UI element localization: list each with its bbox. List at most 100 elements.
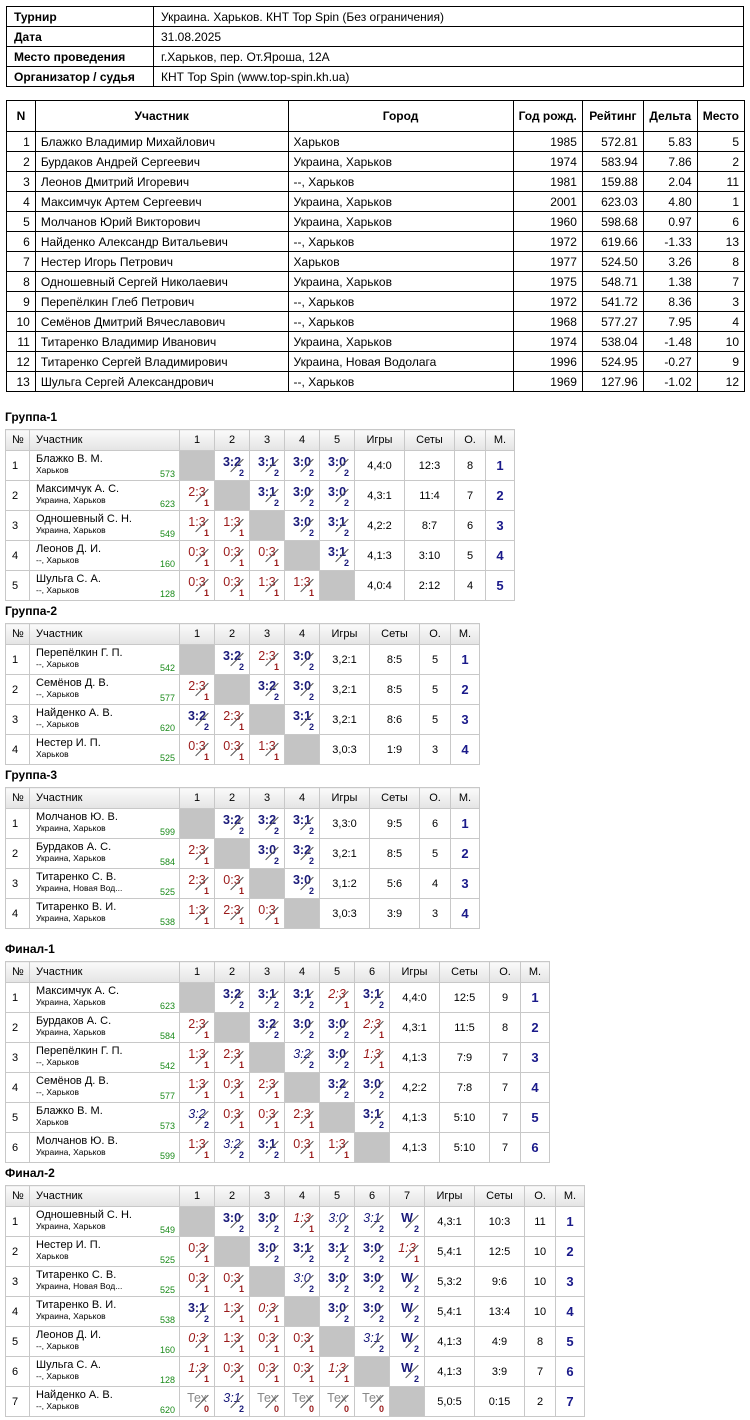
match-result-cell[interactable]: 1:3 1 bbox=[214, 1326, 250, 1357]
match-result-cell[interactable]: 3:2 2 bbox=[284, 838, 320, 869]
player-name[interactable]: Шульга С. А. bbox=[36, 1359, 101, 1371]
player-name[interactable]: Найденко А. В. bbox=[36, 707, 113, 719]
match-result-cell[interactable]: 3:0 2 bbox=[354, 1236, 390, 1267]
match-result-cell[interactable]: 2:3 1 bbox=[214, 704, 250, 735]
match-result-cell[interactable]: 3:1 2 bbox=[284, 704, 320, 735]
player-name[interactable]: Бурдаков А. С. bbox=[36, 841, 112, 853]
match-result-cell[interactable]: 3:2 2 bbox=[179, 704, 215, 735]
match-result-cell[interactable]: 3:0 2 bbox=[249, 1206, 285, 1237]
match-result-cell[interactable]: 3:2 2 bbox=[214, 808, 250, 839]
player-name[interactable]: Одношевный С. Н. bbox=[36, 1209, 132, 1221]
match-result-cell[interactable]: 2:3 1 bbox=[179, 838, 215, 869]
player-name[interactable]: Титаренко С. В. bbox=[36, 871, 117, 883]
match-result-cell[interactable]: 1:3 1 bbox=[214, 1296, 250, 1327]
match-result-cell[interactable]: 3:0 2 bbox=[284, 868, 320, 899]
match-result-cell[interactable]: 1:3 1 bbox=[249, 570, 285, 601]
match-result-cell[interactable]: 3:0 2 bbox=[284, 1012, 320, 1043]
match-result-cell[interactable]: 3:0 2 bbox=[284, 674, 320, 705]
match-result-cell[interactable]: 3:0 2 bbox=[319, 1296, 355, 1327]
match-result-cell[interactable]: 3:0 2 bbox=[284, 1266, 320, 1297]
match-result-cell[interactable]: 3:0 2 bbox=[284, 510, 320, 541]
match-result-cell[interactable]: 3:0 2 bbox=[354, 1266, 390, 1297]
match-result-cell[interactable]: 3:0 2 bbox=[284, 644, 320, 675]
match-result-cell[interactable]: 3:0 2 bbox=[319, 1012, 355, 1043]
match-result-cell[interactable]: Тех 0 bbox=[284, 1386, 320, 1417]
player-name[interactable]: Блажко В. М. bbox=[36, 453, 103, 465]
match-result-cell[interactable]: Тех 0 bbox=[179, 1386, 215, 1417]
match-result-cell[interactable]: 2:3 1 bbox=[179, 1012, 215, 1043]
match-result-cell[interactable]: 2:3 1 bbox=[354, 1012, 390, 1043]
match-result-cell[interactable]: 3:0 2 bbox=[319, 1206, 355, 1237]
match-result-cell[interactable]: 3:1 2 bbox=[179, 1296, 215, 1327]
match-result-cell[interactable]: 2:3 1 bbox=[179, 868, 215, 899]
player-name[interactable]: Титаренко В. И. bbox=[36, 1299, 117, 1311]
match-result-cell[interactable]: 3:1 2 bbox=[284, 982, 320, 1013]
match-result-cell[interactable]: 0:3 1 bbox=[214, 570, 250, 601]
match-result-cell[interactable]: 3:1 2 bbox=[249, 1132, 285, 1163]
match-result-cell[interactable]: 2:3 1 bbox=[179, 480, 215, 511]
player-name[interactable]: Семёнов Д. В. bbox=[36, 1075, 109, 1087]
match-result-cell[interactable]: 2:3 1 bbox=[179, 674, 215, 705]
player-name[interactable]: Перепёлкин Г. П. bbox=[36, 647, 123, 659]
match-result-cell[interactable]: 1:3 1 bbox=[179, 1072, 215, 1103]
match-result-cell[interactable]: 0:3 1 bbox=[284, 1356, 320, 1387]
match-result-cell[interactable]: 0:3 1 bbox=[284, 1326, 320, 1357]
match-result-cell[interactable]: 0:3 1 bbox=[249, 1356, 285, 1387]
match-result-cell[interactable]: 1:3 1 bbox=[354, 1042, 390, 1073]
player-name[interactable]: Леонов Д. И. bbox=[36, 1329, 102, 1341]
match-result-cell[interactable]: 0:3 1 bbox=[179, 1236, 215, 1267]
match-result-cell[interactable]: 3:1 2 bbox=[354, 1326, 390, 1357]
match-result-cell[interactable]: 3:1 2 bbox=[284, 1236, 320, 1267]
match-result-cell[interactable]: 2:3 1 bbox=[214, 1042, 250, 1073]
player-name[interactable]: Молчанов Ю. В. bbox=[36, 811, 118, 823]
match-result-cell[interactable]: 1:3 1 bbox=[319, 1132, 355, 1163]
match-result-cell[interactable]: 3:1 2 bbox=[214, 1386, 250, 1417]
player-name[interactable]: Бурдаков А. С. bbox=[36, 1015, 112, 1027]
match-result-cell[interactable]: 3:2 2 bbox=[249, 1012, 285, 1043]
match-result-cell[interactable]: 0:3 1 bbox=[214, 1072, 250, 1103]
match-result-cell[interactable]: 1:3 1 bbox=[214, 510, 250, 541]
match-result-cell[interactable]: 3:1 2 bbox=[354, 1102, 390, 1133]
match-result-cell[interactable]: 2:3 1 bbox=[249, 644, 285, 675]
match-result-cell[interactable]: 3:0 2 bbox=[319, 1266, 355, 1297]
match-result-cell[interactable]: 0:3 1 bbox=[179, 734, 215, 765]
match-result-cell[interactable]: 1:3 1 bbox=[179, 1042, 215, 1073]
match-result-cell[interactable]: 3:2 2 bbox=[319, 1072, 355, 1103]
match-result-cell[interactable]: 1:3 1 bbox=[179, 1356, 215, 1387]
match-result-cell[interactable]: 3:0 2 bbox=[319, 1042, 355, 1073]
match-result-cell[interactable]: Тех 0 bbox=[354, 1386, 390, 1417]
match-result-cell[interactable]: 0:3 1 bbox=[214, 734, 250, 765]
match-result-cell[interactable]: 3:0 2 bbox=[319, 480, 355, 511]
match-result-cell[interactable]: 3:0 2 bbox=[249, 838, 285, 869]
match-result-cell[interactable]: 3:2 2 bbox=[179, 1102, 215, 1133]
player-name[interactable]: Шульга С. А. bbox=[36, 573, 101, 585]
match-result-cell[interactable]: 3:2 2 bbox=[214, 982, 250, 1013]
player-name[interactable]: Максимчук А. С. bbox=[36, 985, 120, 997]
match-result-cell[interactable]: 2:3 1 bbox=[214, 898, 250, 929]
match-result-cell[interactable]: 3:2 2 bbox=[249, 808, 285, 839]
match-result-cell[interactable]: 3:1 2 bbox=[249, 450, 285, 481]
match-result-cell[interactable]: 2:3 1 bbox=[284, 1102, 320, 1133]
match-result-cell[interactable]: 3:1 2 bbox=[249, 480, 285, 511]
match-result-cell[interactable]: 0:3 1 bbox=[284, 1132, 320, 1163]
player-name[interactable]: Нестер И. П. bbox=[36, 1239, 101, 1251]
match-result-cell[interactable]: 0:3 1 bbox=[179, 1326, 215, 1357]
match-result-cell[interactable]: 0:3 1 bbox=[214, 1102, 250, 1133]
player-name[interactable]: Найденко А. В. bbox=[36, 1389, 113, 1401]
player-name[interactable]: Титаренко С. В. bbox=[36, 1269, 117, 1281]
match-result-cell[interactable]: 2:3 1 bbox=[249, 1072, 285, 1103]
match-result-cell[interactable]: 3:0 2 bbox=[319, 450, 355, 481]
match-result-cell[interactable]: 0:3 1 bbox=[179, 1266, 215, 1297]
match-result-cell[interactable]: 3:0 2 bbox=[284, 450, 320, 481]
match-result-cell[interactable]: 0:3 1 bbox=[214, 1356, 250, 1387]
match-result-cell[interactable]: 3:0 2 bbox=[214, 1206, 250, 1237]
player-name[interactable]: Блажко В. М. bbox=[36, 1105, 103, 1117]
match-result-cell[interactable]: 3:0 2 bbox=[249, 1236, 285, 1267]
match-result-cell[interactable]: 0:3 1 bbox=[249, 1102, 285, 1133]
match-result-cell[interactable]: 1:3 1 bbox=[179, 510, 215, 541]
match-result-cell[interactable]: 1:3 1 bbox=[284, 1206, 320, 1237]
